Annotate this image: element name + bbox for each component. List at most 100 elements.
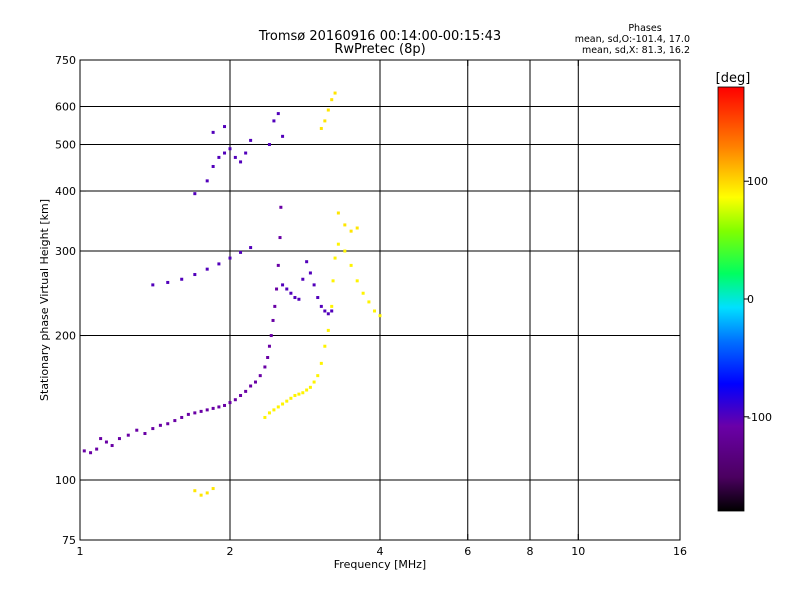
data-point [272,408,276,412]
data-point [180,415,184,419]
data-point [323,344,327,348]
data-point [95,447,99,451]
data-point [263,415,267,419]
data-point [281,402,285,406]
data-point [180,277,184,281]
data-point [301,391,305,395]
data-point [289,291,293,295]
data-point [193,489,197,493]
gridlines [80,60,680,540]
colorbar-tick-label: 0 [747,293,754,306]
data-point [308,385,312,389]
data-point [333,91,337,95]
data-point [126,433,130,437]
data-point [343,223,347,227]
data-point [330,304,334,308]
data-point [253,380,257,384]
x-tick-label: 6 [464,545,471,558]
data-point [228,147,232,151]
data-point [281,134,285,138]
data-point [272,119,276,123]
data-point [278,236,282,240]
data-point [166,422,170,426]
data-point [326,108,330,112]
data-points [82,91,382,497]
data-point [326,312,330,316]
chart-title: Tromsø 20160916 00:14:00-00:15:43 [258,29,501,44]
chart-subtitle: RwPretec (8p) [334,42,425,57]
x-tick-label: 8 [527,545,534,558]
data-point [217,155,221,159]
data-point [82,449,86,453]
data-point [308,271,312,275]
data-point [223,151,227,155]
data-point [297,297,301,301]
data-point [361,291,365,295]
data-point [336,211,340,215]
x-tick-label: 10 [571,545,585,558]
data-point [211,406,215,410]
data-point [110,444,114,448]
colorbar [717,86,745,512]
data-point [228,401,232,405]
data-point [330,98,334,102]
data-point [319,304,323,308]
data-point [151,427,155,431]
data-point [323,119,327,123]
data-point [281,283,285,287]
data-point [312,283,316,287]
y-tick-label: 100 [55,474,76,487]
x-axis-label: Frequency [MHz] [334,558,426,571]
data-point [166,280,170,284]
data-point [193,192,197,196]
data-point [217,262,221,266]
data-point [205,267,209,271]
data-point [297,392,301,396]
colorbar-tick-label: -100 [747,411,772,424]
data-point [211,130,215,134]
data-point [228,256,232,260]
data-point [276,405,280,409]
x-tick-label: 1 [77,545,84,558]
data-point [316,374,320,378]
data-point [244,151,248,155]
data-point [223,403,227,407]
data-point [275,287,279,291]
data-point [285,399,289,403]
data-point [343,249,347,253]
data-point [193,411,197,415]
x-tick-label: 16 [673,545,687,558]
data-point [267,411,271,415]
data-point [135,428,139,432]
data-point [249,138,253,142]
data-point [285,287,289,291]
data-point [239,160,243,164]
data-point [355,279,359,283]
data-point [217,405,221,409]
data-point [293,394,297,398]
data-point [336,242,340,246]
data-point [239,394,243,398]
data-point [323,309,327,313]
y-tick-label: 200 [55,330,76,343]
data-point [205,408,209,412]
data-point [312,380,316,384]
data-point [305,260,309,264]
data-point [301,277,305,281]
y-tick-label: 600 [55,101,76,114]
data-point [276,263,280,267]
data-point [158,423,162,427]
data-point [205,491,209,495]
y-axis-label: Stationary phase Virtual Height [km] [38,199,51,401]
data-point [349,229,353,233]
data-point [233,398,237,402]
data-point [331,279,335,283]
data-point [258,374,262,378]
data-point [205,179,209,183]
data-point [249,246,253,250]
y-tick-label: 300 [55,245,76,258]
data-point [378,314,382,318]
data-point [244,389,248,393]
data-point [99,437,103,441]
